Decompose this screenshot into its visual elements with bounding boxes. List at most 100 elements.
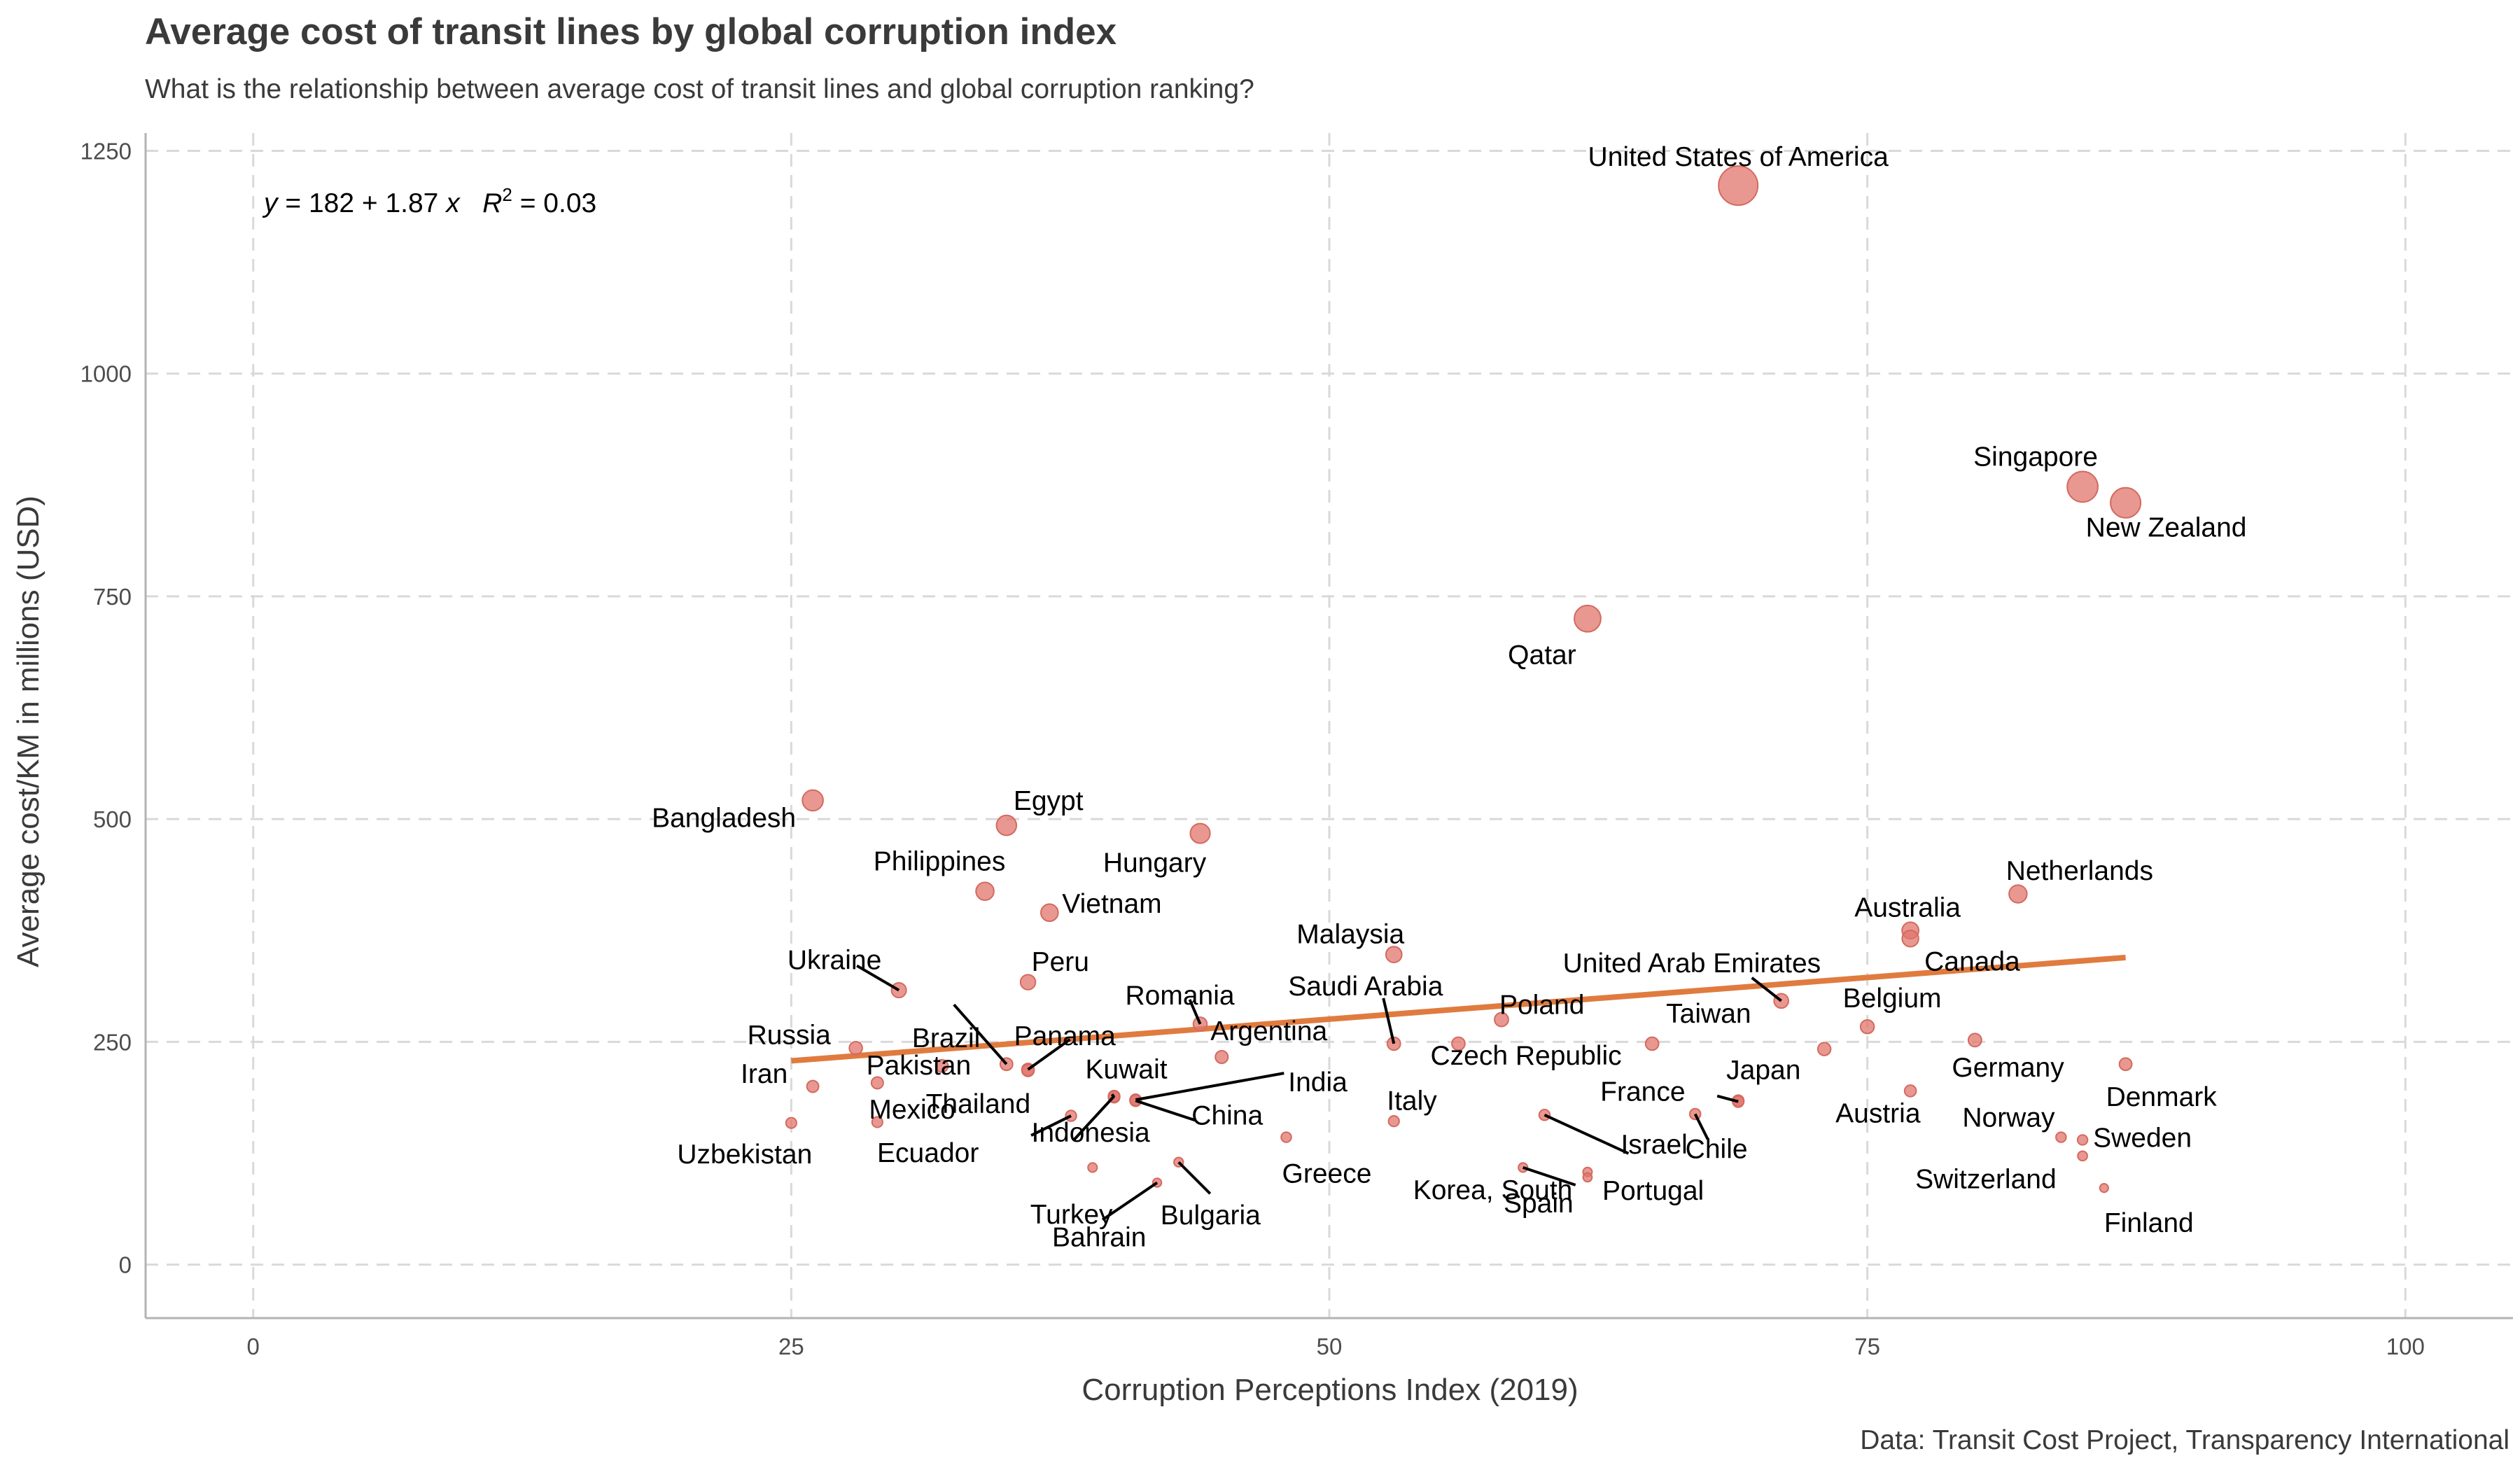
point-label: Iran — [741, 1059, 788, 1089]
leader-line — [1751, 976, 1782, 1002]
data-point — [1451, 1036, 1466, 1051]
point-label: China — [1191, 1100, 1263, 1130]
point-label: Australia — [1854, 892, 1961, 923]
y-tick-label: 1250 — [80, 138, 132, 164]
leader-line — [1027, 1038, 1071, 1071]
point-label: New Zealand — [2086, 512, 2247, 542]
point-label: Norway — [1962, 1103, 2055, 1133]
x-tick-label: 75 — [1854, 1334, 1880, 1359]
x-tick-labels: 0 25 50 75 100 — [247, 1334, 2425, 1359]
data-point — [1040, 903, 1059, 923]
point-label: Poland — [1499, 990, 1584, 1021]
point-label: Russia — [748, 1020, 832, 1050]
x-tick-label: 50 — [1317, 1334, 1343, 1359]
data-points — [785, 165, 2142, 1194]
data-point — [806, 1079, 820, 1093]
data-point — [2099, 1183, 2109, 1194]
leader-line — [953, 1003, 1008, 1065]
point-label: France — [1600, 1077, 1685, 1107]
x-axis-title: Corruption Perceptions Index (2019) — [1082, 1373, 1578, 1407]
x-tick-label: 25 — [778, 1334, 804, 1359]
data-point — [1582, 1172, 1593, 1183]
axes — [144, 133, 2513, 1320]
point-label: Hungary — [1103, 848, 1207, 878]
point-label: Vietnam — [1062, 889, 1161, 919]
data-point — [1214, 1049, 1229, 1065]
data-point — [1644, 1036, 1660, 1051]
chart-caption: Data: Transit Cost Project, Transparency… — [1860, 1425, 2510, 1455]
point-label: Germany — [1952, 1053, 2064, 1083]
point-label: United States of America — [1588, 142, 1889, 172]
point-label: Pakistan — [867, 1051, 972, 1081]
regression-line — [791, 954, 2126, 1064]
point-label: Argentina — [1210, 1016, 1327, 1046]
data-point — [848, 1041, 863, 1056]
point-label: Philippines — [874, 846, 1006, 876]
point-label: Bahrain — [1052, 1223, 1146, 1253]
data-point — [1189, 822, 1211, 844]
point-label: Sweden — [2093, 1123, 2192, 1153]
data-point — [2008, 884, 2028, 904]
data-point — [1967, 1032, 1982, 1048]
leader-line — [1716, 1094, 1739, 1103]
data-point — [1019, 974, 1037, 990]
point-label: Malaysia — [1296, 920, 1404, 950]
data-point — [1903, 1084, 1917, 1098]
point-label: Israel — [1620, 1130, 1687, 1160]
data-point — [934, 1058, 949, 1073]
point-label: Austria — [1835, 1098, 1921, 1128]
chart-title: Average cost of transit lines by global … — [145, 11, 1117, 52]
point-label: Singapore — [1973, 442, 2098, 472]
data-point — [871, 1116, 883, 1128]
data-point — [2076, 1134, 2089, 1146]
x-tick-label: 0 — [247, 1334, 260, 1359]
data-point — [1385, 946, 1403, 964]
point-label: Portugal — [1602, 1176, 1704, 1206]
data-point — [2118, 1057, 2133, 1072]
point-label: Ecuador — [877, 1138, 979, 1168]
y-tick-label: 750 — [93, 584, 132, 610]
data-point — [1901, 930, 1919, 948]
data-point — [802, 789, 824, 812]
point-label: Finland — [2104, 1208, 2194, 1238]
point-label: Canada — [1924, 947, 2020, 977]
y-axis-title: Average cost/KM in millions (USD) — [11, 496, 46, 967]
point-labels: United States of America Singapore New Zea… — [652, 142, 2246, 1252]
point-label: Italy — [1387, 1086, 1437, 1116]
regression-equation: y = 182 + 1.87 x R2 = 0.03 — [262, 184, 596, 218]
point-label: Taiwan — [1666, 999, 1751, 1029]
data-point — [1387, 1115, 1400, 1128]
point-label: Romania — [1126, 981, 1235, 1011]
point-label: Panama — [1014, 1021, 1116, 1051]
data-point — [785, 1116, 797, 1129]
x-tick-label: 100 — [2386, 1334, 2425, 1359]
data-point — [2055, 1131, 2067, 1143]
label-leader-lines — [856, 964, 1782, 1222]
data-point — [1087, 1162, 1098, 1173]
point-label: Turkey — [1030, 1200, 1113, 1230]
data-point — [995, 814, 1018, 836]
grid-lines — [146, 133, 2513, 1318]
chart-subtitle: What is the relationship between average… — [145, 74, 1254, 104]
leader-line — [1544, 1113, 1630, 1155]
data-point — [2110, 486, 2142, 519]
leader-line — [856, 964, 900, 992]
point-label: Japan — [1726, 1055, 1800, 1085]
data-point — [1280, 1131, 1292, 1143]
y-tick-label: 500 — [93, 806, 132, 832]
point-label: Ukraine — [788, 946, 881, 976]
point-label: Denmark — [2106, 1082, 2218, 1112]
leader-line — [1382, 997, 1396, 1044]
point-label: Peru — [1032, 947, 1089, 977]
point-label: Uzbekistan — [677, 1140, 812, 1170]
point-label: Netherlands — [2006, 856, 2153, 886]
point-label: Brazil — [912, 1023, 981, 1054]
point-label: Saudi Arabia — [1288, 972, 1443, 1002]
data-point — [1494, 1011, 1509, 1028]
data-point — [2066, 470, 2099, 503]
data-point — [1816, 1042, 1832, 1056]
point-label: Bangladesh — [652, 803, 796, 833]
point-label: Bulgaria — [1161, 1200, 1261, 1231]
leader-line — [1073, 1095, 1116, 1141]
point-label: Chile — [1686, 1134, 1748, 1164]
